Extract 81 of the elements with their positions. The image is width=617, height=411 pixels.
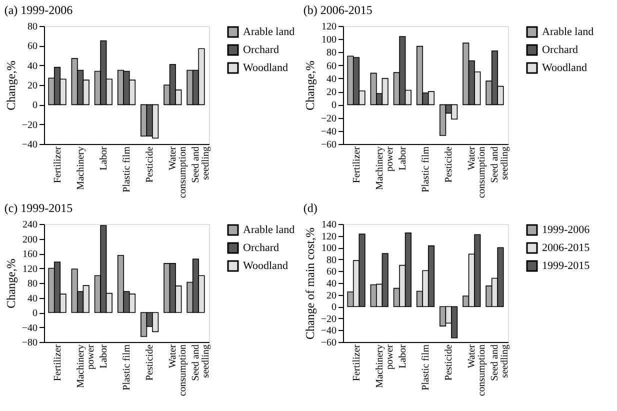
y-tick-label: 120 [322,22,336,32]
x-tick-label: Pesticide [444,146,455,183]
y-axis-title: Change of main cost,% [302,228,317,340]
chart-title: (a) 1999-2006 [4,3,73,17]
y-tick-label: 100 [322,34,336,46]
x-tick-label: Fertilizer [351,146,362,184]
y-tick-label: 40 [28,293,38,304]
y-tick-label: 20 [326,290,336,302]
x-tick-label: Machinery power [75,344,96,388]
x-tick-label: Plastic film [420,344,432,390]
y-tick-label: 120 [22,264,38,275]
y-axis-title: Change,% [4,258,18,308]
y-axis-title: Change,% [4,60,18,110]
chart-title: (c) 1999-2015 [4,201,73,215]
legend-label: Woodland [243,260,288,272]
y-tick-label: 60 [326,60,336,72]
x-tick-label: Labor [397,344,408,368]
y-tick-label: −40 [320,126,336,138]
legend-label: Arable land [243,26,296,38]
x-tick-label: Plastic film [420,146,432,192]
y-tick-label: 160 [22,249,38,260]
legend-label: Woodland [243,62,288,74]
legend-label: 2006-2015 [542,242,590,254]
y-tick-label: −40 [22,322,38,334]
y-tick-label: 80 [326,254,336,266]
y-tick-label: 140 [322,220,336,230]
y-tick-label: 120 [322,231,336,242]
y-tick-label: 0 [32,308,38,319]
x-tick-label: Plastic film [122,146,132,192]
x-tick-label: Pesticide [144,146,156,183]
x-tick-label: Labor [98,146,110,170]
y-tick-label: 80 [28,22,38,32]
x-tick-label: Water consumption [168,344,189,396]
y-tick-label: −40 [320,326,336,337]
x-tick-label: Labor [98,344,110,368]
x-tick-label: Pesticide [144,344,156,381]
x-tick-label: Fertilizer [52,146,64,184]
y-tick-label: 100 [322,243,336,254]
chart-title: (d) [303,201,318,215]
legend-label: 1999-2006 [542,224,590,236]
y-tick-label: 40 [326,74,336,85]
y-tick-label: 80 [28,278,38,290]
legend-label: Orchard [542,44,579,56]
legend-label: 1999-2015 [542,260,590,272]
y-axis-title: Change,% [302,60,317,110]
y-tick-label: −80 [22,338,38,348]
y-tick-label: 60 [28,41,38,52]
x-tick-label: Machinery [75,146,86,190]
legend-label: Arable land [243,224,296,236]
x-tick-label: Water consumption [466,344,488,396]
x-tick-label: Machinery power [374,146,396,190]
x-tick-label: Machinery power [374,344,396,388]
y-tick-label: 40 [28,60,38,72]
y-tick-label: 80 [326,48,336,59]
y-tick-label: 60 [326,266,336,278]
y-tick-label: 20 [326,87,336,98]
chart-title: (b) 2006-2015 [303,3,372,17]
y-tick-label: 0 [332,302,336,314]
y-tick-label: 0 [32,100,38,112]
y-tick-label: 20 [28,80,38,92]
x-tick-label: Water consumption [168,146,189,198]
y-tick-label: −20 [320,314,336,325]
y-tick-label: −40 [22,140,38,150]
y-tick-label: −20 [22,120,38,131]
x-tick-label: Pesticide [444,344,455,381]
y-tick-label: −60 [320,140,336,150]
y-tick-label: 0 [332,100,336,112]
y-tick-label: −20 [320,113,336,124]
legend-label: Orchard [243,242,280,254]
legend-label: Woodland [542,62,588,74]
y-tick-label: 200 [22,234,38,246]
legend-label: Arable land [542,26,594,38]
legend-label: Orchard [243,44,280,56]
x-tick-label: Labor [397,146,408,170]
y-tick-label: 40 [326,278,336,290]
y-tick-label: −60 [320,338,336,348]
x-tick-label: Fertilizer [52,344,64,382]
y-tick-label: 240 [22,220,38,230]
x-tick-label: Plastic film [122,344,132,390]
x-tick-label: Fertilizer [351,344,362,382]
x-tick-label: Water consumption [466,146,488,198]
